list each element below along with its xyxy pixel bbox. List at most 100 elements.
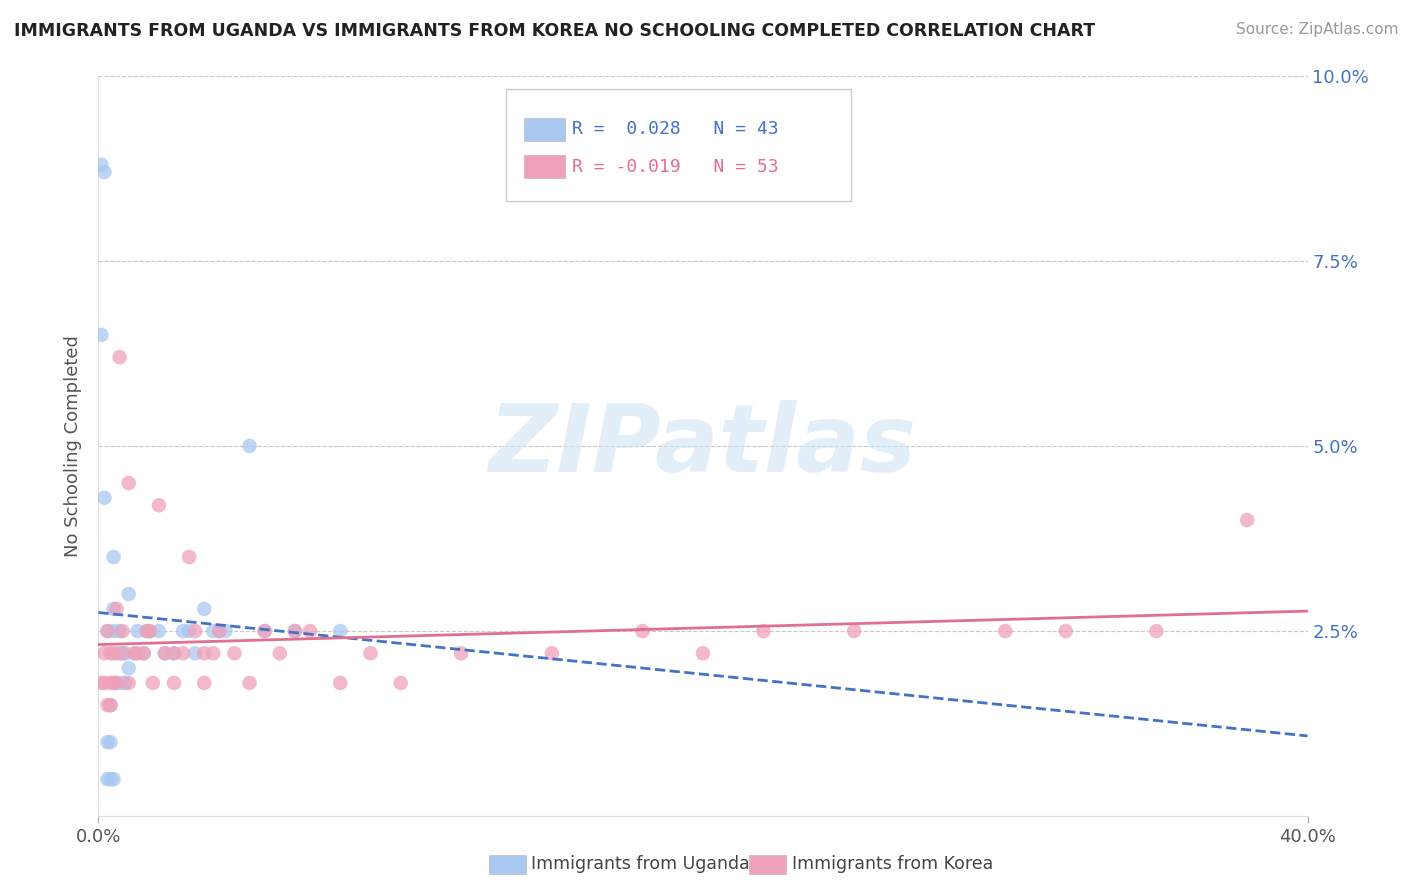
Text: Source: ZipAtlas.com: Source: ZipAtlas.com	[1236, 22, 1399, 37]
Point	[103, 646, 125, 660]
Text: Immigrants from Uganda: Immigrants from Uganda	[531, 855, 751, 873]
Point	[108, 646, 131, 660]
Point	[127, 646, 149, 660]
Point	[269, 646, 291, 660]
Point	[124, 646, 146, 660]
Point	[90, 327, 112, 342]
Point	[844, 624, 866, 639]
Point	[284, 624, 307, 639]
Point	[100, 772, 122, 787]
Point	[163, 646, 186, 660]
Point	[96, 624, 118, 639]
Point	[692, 646, 714, 660]
Point	[142, 676, 165, 690]
Point	[90, 158, 112, 172]
Point	[103, 624, 125, 639]
Point	[103, 602, 125, 616]
Point	[139, 624, 162, 639]
Point	[1054, 624, 1077, 639]
Point	[148, 624, 170, 639]
Point	[193, 646, 215, 660]
Point	[253, 624, 276, 639]
Point	[127, 624, 149, 639]
Point	[96, 735, 118, 749]
Point	[193, 602, 215, 616]
Text: R = -0.019   N = 53: R = -0.019 N = 53	[572, 158, 779, 176]
Point	[111, 646, 134, 660]
Point	[994, 624, 1017, 639]
Text: R =  0.028   N = 43: R = 0.028 N = 43	[572, 120, 779, 138]
Point	[360, 646, 382, 660]
Point	[299, 624, 322, 639]
Point	[100, 646, 122, 660]
Point	[100, 698, 122, 712]
Point	[103, 772, 125, 787]
Point	[153, 646, 176, 660]
Point	[118, 587, 141, 601]
Point	[111, 676, 134, 690]
Point	[329, 624, 352, 639]
Point	[202, 646, 225, 660]
Point	[193, 676, 215, 690]
Point	[239, 676, 262, 690]
Point	[184, 624, 207, 639]
Point	[184, 646, 207, 660]
Point	[90, 676, 112, 690]
Point	[105, 646, 128, 660]
Point	[153, 646, 176, 660]
Point	[114, 646, 136, 660]
Point	[224, 646, 246, 660]
Point	[752, 624, 775, 639]
Point	[450, 646, 472, 660]
Point	[118, 661, 141, 675]
Point	[389, 676, 412, 690]
Point	[93, 646, 115, 660]
Point	[118, 476, 141, 491]
Point	[148, 498, 170, 512]
Point	[540, 646, 562, 660]
Y-axis label: No Schooling Completed: No Schooling Completed	[65, 335, 83, 557]
Point	[208, 624, 231, 639]
Point	[631, 624, 654, 639]
Point	[96, 698, 118, 712]
Point	[105, 602, 128, 616]
Point	[1236, 513, 1258, 527]
Point	[103, 549, 125, 565]
Point	[132, 646, 155, 660]
Text: Immigrants from Korea: Immigrants from Korea	[792, 855, 993, 873]
Point	[93, 491, 115, 505]
Text: ZIPatlas: ZIPatlas	[489, 400, 917, 492]
Point	[284, 624, 307, 639]
Point	[202, 624, 225, 639]
Point	[103, 676, 125, 690]
Point	[163, 676, 186, 690]
Point	[179, 624, 201, 639]
Point	[93, 676, 115, 690]
Point	[93, 165, 115, 179]
Point	[329, 676, 352, 690]
Point	[118, 676, 141, 690]
Point	[179, 549, 201, 565]
Point	[96, 624, 118, 639]
Point	[135, 624, 157, 639]
Point	[139, 624, 162, 639]
Point	[172, 624, 194, 639]
Point	[105, 676, 128, 690]
Point	[111, 624, 134, 639]
Point	[105, 676, 128, 690]
Point	[108, 624, 131, 639]
Point	[96, 772, 118, 787]
Point	[100, 698, 122, 712]
Point	[214, 624, 236, 639]
Point	[100, 735, 122, 749]
Point	[239, 439, 262, 453]
Point	[208, 624, 231, 639]
Point	[1144, 624, 1167, 639]
Point	[124, 646, 146, 660]
Point	[135, 624, 157, 639]
Point	[111, 646, 134, 660]
Point	[100, 676, 122, 690]
Point	[132, 646, 155, 660]
Point	[163, 646, 186, 660]
Point	[108, 350, 131, 364]
